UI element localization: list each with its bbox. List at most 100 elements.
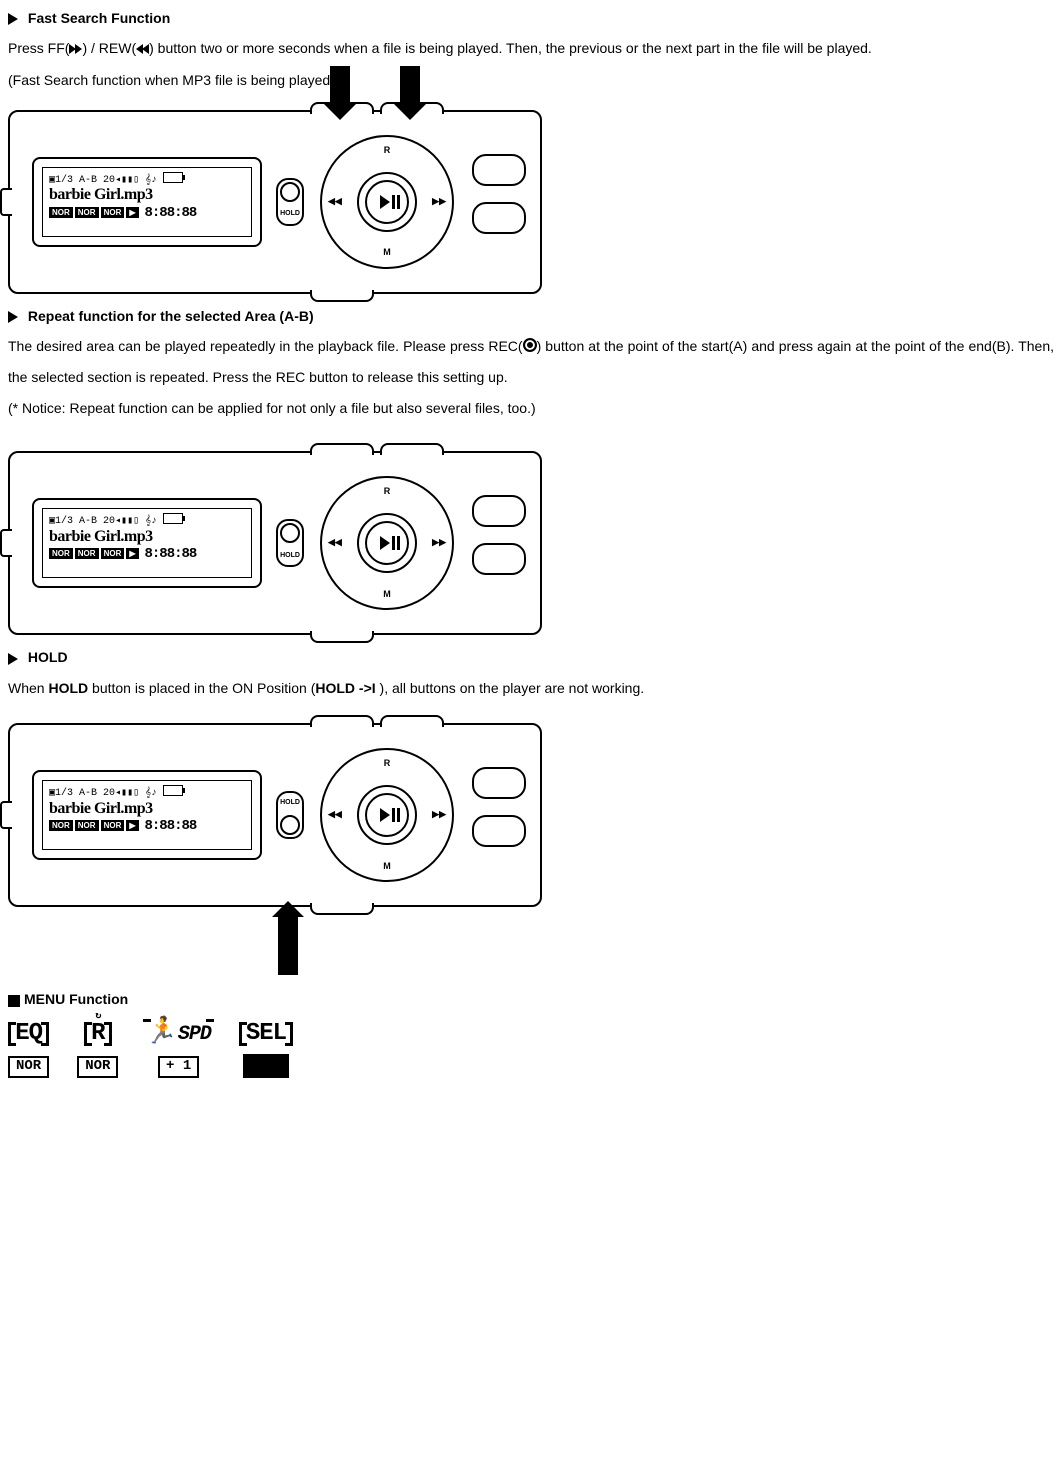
battery-icon [163,785,183,796]
text: ) / REW( [82,40,136,56]
device-illustration-fast-search: ▣1/3 A-B 20◂▮▮▯ 𝄞♪ barbie Girl.mp3 NORNO… [8,110,1054,294]
hold-label: HOLD [276,206,304,221]
menu-icon-repeat: ↻R NOR [77,1021,118,1083]
runner-icon: 🏃 [144,1019,180,1045]
wheel-center [365,793,409,837]
rewind-icon [136,34,149,65]
play-icon [380,536,390,550]
lcd-tag: ▶ [126,548,138,559]
control-wheel: R M ◀◀ ▶▶ [320,135,454,269]
lcd-title: barbie Girl.mp3 [49,528,245,546]
hold-switch: HOLD [276,178,304,226]
wheel-label-m: M [383,243,391,263]
jack [0,188,12,216]
heading-text: HOLD [28,649,68,665]
lcd-tag: NOR [101,820,125,831]
wheel-center [365,180,409,224]
icon-top: ↻R [84,1022,111,1046]
jack [0,801,12,829]
repeat-paragraph-1: The desired area can be played repeatedl… [8,331,1054,393]
icon-top: 🏃SPD [146,1019,210,1046]
icon-top: SEL [239,1022,293,1046]
lcd-tag: NOR [75,207,99,218]
lcd-time: 8:88:88 [145,546,197,562]
pause-icon [392,195,395,209]
repeat-paragraph-2: (* Notice: Repeat function can be applie… [8,393,1054,424]
icon-top: EQ [8,1022,49,1046]
wheel-label-ff: ▶▶ [432,192,446,212]
bold-text: HOLD ->I [315,680,375,696]
heading-text: Fast Search Function [28,10,170,26]
play-icon [380,808,390,822]
wheel-label-ff: ▶▶ [432,805,446,825]
lcd-frame: ▣1/3 A-B 20◂▮▮▯ 𝄞♪ barbie Girl.mp3 NOR NO… [32,770,262,860]
lcd-time: 8:88:88 [145,205,197,221]
wheel-label-rew: ◀◀ [328,533,342,553]
lcd-frame: ▣1/3 A-B 20◂▮▮▯ 𝄞♪ barbie Girl.mp3 NORNO… [32,498,262,588]
press-arrow-icon [400,66,420,106]
side-button [472,154,526,186]
hold-label: HOLD [276,548,304,563]
wheel-label-ff: ▶▶ [432,533,446,553]
fast-forward-icon [69,34,82,65]
side-button [472,495,526,527]
lcd-bottom-row: NORNORNOR▶8:88:88 [49,205,245,221]
lcd-status-row: ▣1/3 A-B 20◂▮▮▯ 𝄞♪ [49,175,157,186]
text: Press FF( [8,40,69,56]
lcd-status-row: ▣1/3 A-B 20◂▮▮▯ 𝄞♪ [49,788,157,799]
lcd-screen: ▣1/3 A-B 20◂▮▮▯ 𝄞♪ barbie Girl.mp3 NOR NO… [42,780,252,850]
lcd-tag: NOR [75,548,99,559]
wheel-label-rew: ◀◀ [328,192,342,212]
battery-icon [163,172,183,183]
device-illustration-repeat: ▣1/3 A-B 20◂▮▮▯ 𝄞♪ barbie Girl.mp3 NORNO… [8,451,1054,635]
wheel-label-rew: ◀◀ [328,805,342,825]
side-button [472,767,526,799]
triangle-bullet-icon [8,13,18,25]
heading-repeat: Repeat function for the selected Area (A… [8,304,1054,329]
hold-knob [280,815,300,835]
heading-text: Repeat function for the selected Area (A… [28,308,314,324]
icon-bottom: NOR [8,1056,49,1077]
menu-icons-row: EQ NOR ↻R NOR 🏃SPD + 1 SEL [8,1019,1054,1083]
triangle-bullet-icon [8,311,18,323]
icon-bottom: + 1 [158,1056,199,1077]
menu-icon-eq: EQ NOR [8,1021,49,1083]
icon-bottom: NOR [77,1056,118,1077]
menu-icon-speed: 🏃SPD + 1 [146,1019,210,1083]
lcd-tag: ▶ [126,207,138,218]
hold-knob [280,523,300,543]
side-button [472,815,526,847]
wheel-label-m: M [383,857,391,877]
bottom-button [310,290,374,302]
fast-search-paragraph-1: Press FF() / REW() button two or more se… [8,33,1054,65]
pause-icon [392,536,395,550]
heading-fast-search: Fast Search Function [8,6,1054,31]
lcd-title: barbie Girl.mp3 [49,186,245,204]
lcd-tag: ▶ [126,820,138,831]
lcd-tag: NOR [49,820,73,831]
heading-text: MENU Function [24,991,128,1007]
lcd-tag: NOR [101,548,125,559]
wheel-label-r: R [384,482,391,502]
wheel-label-r: R [384,754,391,774]
heading-menu-function: MENU Function [8,987,1054,1012]
top-button-1 [310,715,374,727]
jack [0,529,12,557]
pause-icon [392,808,395,822]
wheel-label-m: M [383,585,391,605]
lcd-bottom-row: NORNORNOR▶8:88:88 [49,818,245,834]
lcd-screen: ▣1/3 A-B 20◂▮▮▯ 𝄞♪ barbie Girl.mp3 NORNO… [42,508,252,578]
wheel-label-r: R [384,141,391,161]
side-button [472,202,526,234]
top-button-1 [310,443,374,455]
control-wheel: R M ◀◀ ▶▶ [320,748,454,882]
triangle-bullet-icon [8,653,18,665]
text: button is placed in the ON Position ( [88,680,315,696]
square-bullet-icon [8,995,20,1007]
lcd-title: barbie Girl.mp3 [49,800,245,818]
bold-text: HOLD [48,680,88,696]
hold-paragraph: When HOLD button is placed in the ON Pos… [8,673,1054,704]
device-illustration-hold: ▣1/3 A-B 20◂▮▮▯ 𝄞♪ barbie Girl.mp3 NOR NO… [8,723,1054,907]
lcd-screen: ▣1/3 A-B 20◂▮▮▯ 𝄞♪ barbie Girl.mp3 NORNO… [42,167,252,237]
text: The desired area can be played repeatedl… [8,338,523,354]
